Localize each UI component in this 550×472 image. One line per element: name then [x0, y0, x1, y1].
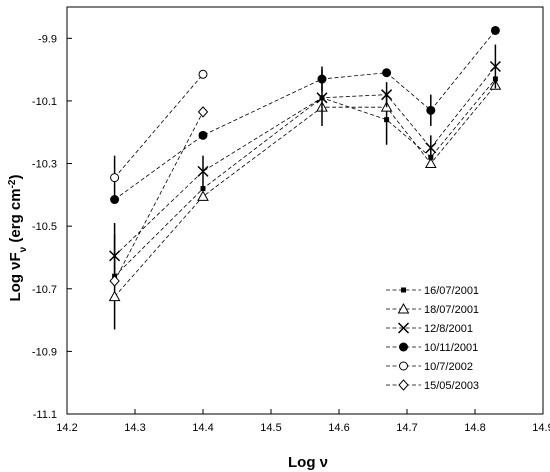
legend-label: 12/8/2001 [424, 323, 473, 335]
y-axis-title-sub: ν [18, 246, 29, 252]
filled-circle-marker [399, 342, 408, 352]
series-3 [109, 44, 501, 278]
open-circle-marker [399, 361, 408, 371]
series-line [114, 111, 204, 282]
series-layer [108, 25, 502, 330]
open-circle-marker [110, 173, 120, 183]
triangle-marker [197, 190, 209, 201]
filled-circle-marker [426, 105, 436, 115]
x-axis-title: Log ν [288, 454, 328, 471]
triangle-marker [424, 157, 437, 169]
diamond-marker [398, 379, 409, 391]
filled-circle-marker [317, 74, 327, 84]
series-2 [108, 79, 502, 302]
x-tick-label: 14.2 [56, 422, 77, 434]
series-4 [110, 25, 500, 205]
series-line [114, 85, 496, 297]
y-tick-label: -10.1 [32, 96, 57, 108]
legend-item: 12/8/2001 [386, 322, 473, 335]
y-tick-label: -9.9 [38, 33, 57, 45]
y-axis-title-main: Log νF [7, 252, 24, 301]
cross-marker [425, 142, 437, 154]
open-circle-marker [198, 69, 208, 79]
series-line [114, 74, 204, 178]
plot-area [66, 6, 544, 415]
filled-circle-marker [198, 130, 208, 140]
y-axis-title-close: ) [7, 175, 24, 180]
y-axis-title-sup: -2 [7, 179, 18, 188]
square-marker [401, 287, 406, 293]
y-tick-label: -11.1 [33, 409, 57, 421]
series-5 [110, 69, 208, 200]
y-tick-label: -10.5 [32, 221, 57, 233]
legend-item: 15/05/2003 [386, 379, 479, 392]
square-marker [384, 117, 390, 123]
legend-label: 18/07/2001 [424, 304, 479, 316]
x-tick-label: 14.7 [396, 422, 417, 434]
series-line [114, 30, 496, 200]
cross-marker [197, 165, 209, 177]
cross-marker [316, 92, 328, 104]
cross-marker [109, 250, 121, 262]
y-tick-label: -10.9 [32, 346, 57, 358]
x-tick-label: 14.3 [124, 422, 145, 434]
legend-label: 10/7/2002 [424, 361, 473, 373]
legend-item: 10/7/2002 [386, 361, 473, 373]
axes: 14.2 14.3 14.4 14.5 14.6 14.7 14.8 14.9 -9.9 -10.… [32, 33, 550, 434]
cross-marker [397, 322, 410, 334]
x-tick-label: 14.6 [328, 422, 349, 434]
cross-marker [489, 60, 501, 73]
x-tick-label: 14.8 [464, 422, 485, 434]
series-line [114, 78, 496, 277]
x-tick-label: 14.4 [192, 422, 213, 434]
series-line [114, 66, 496, 257]
filled-circle-marker [490, 25, 500, 35]
diamond-marker [197, 106, 209, 118]
filled-circle-marker [382, 68, 392, 78]
y-axis-title: Log νFν (erg cm-2) [7, 175, 29, 302]
legend-label: 15/05/2003 [424, 380, 479, 392]
legend-item: 16/07/2001 [386, 285, 479, 297]
legend: 16/07/2001 18/07/2001 12/8/2001 10/11/2001 1… [386, 285, 479, 392]
legend-label: 16/07/2001 [424, 285, 479, 297]
diamond-marker [109, 275, 120, 287]
legend-item: 10/11/2001 [386, 342, 478, 354]
triangle-marker [108, 290, 121, 302]
y-tick-label: -10.7 [32, 284, 57, 296]
triangle-marker [397, 302, 410, 314]
square-marker [200, 186, 206, 192]
y-tick-label: -10.3 [32, 159, 57, 171]
x-tick-label: 14.5 [260, 422, 281, 434]
legend-item: 18/07/2001 [386, 302, 479, 316]
cross-marker [381, 89, 393, 101]
legend-label: 10/11/2001 [424, 342, 478, 354]
series-6 [109, 106, 209, 287]
y-axis-title-unit: (erg cm [7, 188, 24, 246]
plot-frame [66, 6, 544, 415]
x-tick-label: 14.9 [532, 422, 550, 434]
